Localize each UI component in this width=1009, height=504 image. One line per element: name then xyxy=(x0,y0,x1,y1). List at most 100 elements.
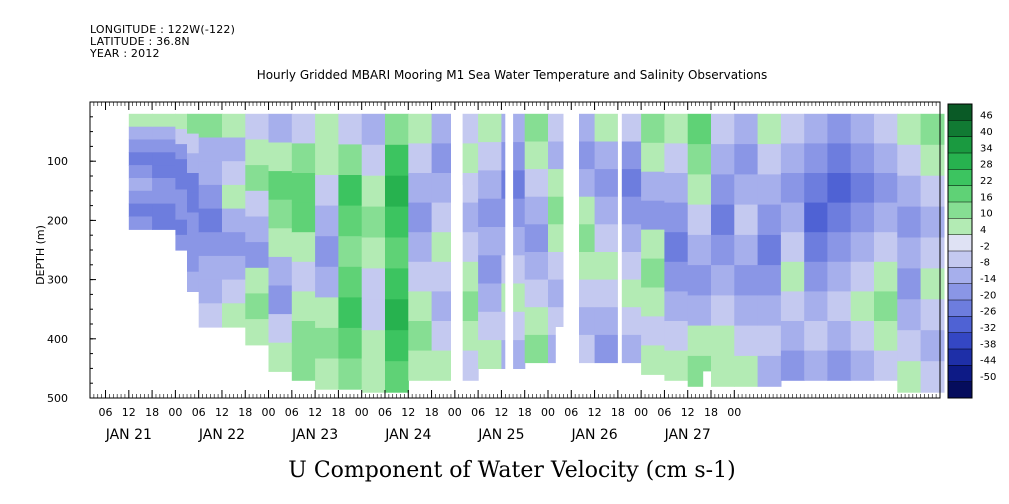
heatmap-cell xyxy=(385,237,409,269)
colorbar-label: -26 xyxy=(980,307,996,318)
heatmap-cell xyxy=(594,196,619,225)
heatmap-cell xyxy=(338,358,363,390)
heatmap-cell xyxy=(617,334,642,364)
heatmap-cell xyxy=(245,190,270,218)
heatmap-cell xyxy=(617,196,642,225)
heatmap-cell xyxy=(361,330,386,362)
heatmap-cell xyxy=(478,142,502,171)
colorbar-label: -38 xyxy=(980,339,996,350)
data-gap-block xyxy=(703,371,711,398)
x-tick-label: 00 xyxy=(448,406,462,419)
heatmap-cell xyxy=(874,173,898,204)
heatmap-cell xyxy=(222,232,246,257)
heatmap-cell xyxy=(524,334,549,364)
heatmap-cell xyxy=(245,113,270,141)
heatmap-cell xyxy=(617,113,642,142)
heatmap-cell xyxy=(268,171,293,201)
x-tick-label: 12 xyxy=(215,406,229,419)
heatmap-cell xyxy=(291,321,316,352)
x-day-label: JAN 26 xyxy=(570,427,617,443)
heatmap-cell xyxy=(874,350,898,381)
heatmap-cell xyxy=(501,142,526,171)
heatmap-cell xyxy=(128,216,153,230)
x-tick-label: 12 xyxy=(494,406,508,419)
heatmap-cell xyxy=(780,261,805,292)
heatmap-cell xyxy=(198,255,223,281)
heatmap-cell xyxy=(501,227,526,256)
heatmap-cell xyxy=(315,144,339,176)
x-tick-label: 00 xyxy=(634,406,648,419)
heatmap-cell xyxy=(315,297,339,329)
heatmap-cell xyxy=(594,141,619,170)
heatmap-cell xyxy=(152,190,176,205)
heatmap-cell xyxy=(245,242,270,269)
heatmap-cell xyxy=(501,311,526,341)
heatmap-cell xyxy=(152,113,176,128)
heatmap-cell xyxy=(594,169,619,198)
heatmap-cell xyxy=(850,321,875,352)
heatmap-cell xyxy=(780,350,805,381)
colorbar-swatch xyxy=(948,169,972,187)
heatmap-cell xyxy=(175,113,188,130)
heatmap-cell xyxy=(780,202,805,233)
heatmap-cell xyxy=(874,261,898,292)
heatmap-cell xyxy=(478,340,502,369)
heatmap-cell xyxy=(804,173,829,204)
heatmap-cell xyxy=(501,340,526,369)
heatmap-cell xyxy=(617,252,642,281)
colorbar-swatch xyxy=(948,202,972,219)
heatmap-cell xyxy=(617,224,642,253)
x-tick-label: 12 xyxy=(588,406,602,419)
heatmap-cell xyxy=(222,184,246,210)
heatmap-cell xyxy=(850,173,875,204)
heatmap-cell xyxy=(780,173,805,204)
heatmap-cell xyxy=(222,255,246,281)
heatmap-cell xyxy=(478,170,502,200)
x-day-label: JAN 22 xyxy=(198,427,245,443)
heatmap-cell xyxy=(804,113,829,144)
colorbar-label: 4 xyxy=(980,225,986,236)
heatmap-cell xyxy=(874,113,898,144)
colorbar-label: 28 xyxy=(980,160,993,171)
heatmap-cell xyxy=(711,355,735,387)
heatmap-cell xyxy=(245,139,270,166)
heatmap-cell xyxy=(338,175,363,207)
colorbar-label: -44 xyxy=(980,356,996,367)
heatmap-cell xyxy=(804,202,829,233)
heatmap-cell xyxy=(361,268,386,300)
heatmap-cell xyxy=(920,237,945,269)
colorbar-label: 46 xyxy=(980,111,993,122)
heatmap-cell xyxy=(711,265,735,296)
heatmap-cell xyxy=(780,321,805,352)
heatmap-cell xyxy=(478,198,502,228)
heatmap-cell xyxy=(664,232,689,263)
heatmap-cell xyxy=(687,234,712,266)
heatmap-cell xyxy=(198,232,223,257)
heatmap-cell xyxy=(734,355,759,387)
heatmap-cell xyxy=(524,307,549,336)
x-day-label: JAN 25 xyxy=(477,427,524,443)
colorbar-swatch xyxy=(948,136,972,154)
heatmap-cell xyxy=(187,212,200,233)
x-tick-label: 00 xyxy=(541,406,555,419)
heatmap-cell xyxy=(245,267,270,295)
heatmap-cell xyxy=(687,204,712,236)
heatmap-cell xyxy=(827,173,852,204)
heatmap-cell xyxy=(827,143,852,174)
heatmap-cell xyxy=(128,190,153,205)
heatmap-cell xyxy=(664,261,689,292)
heatmap-cell xyxy=(187,113,200,135)
heatmap-cell xyxy=(128,139,153,153)
heatmap-cell xyxy=(338,297,363,329)
colorbar-swatch xyxy=(948,365,972,383)
heatmap-cell xyxy=(198,113,223,139)
heatmap-cell xyxy=(757,265,782,296)
heatmap-cell xyxy=(198,137,223,162)
colorbar-label: 40 xyxy=(980,127,993,138)
heatmap-cell xyxy=(152,216,176,230)
colorbar-label: 16 xyxy=(980,192,993,203)
heatmap-cell xyxy=(187,252,200,273)
heatmap-cell xyxy=(617,169,642,198)
heatmap-cell xyxy=(501,198,526,228)
heatmap-cell xyxy=(268,199,293,229)
